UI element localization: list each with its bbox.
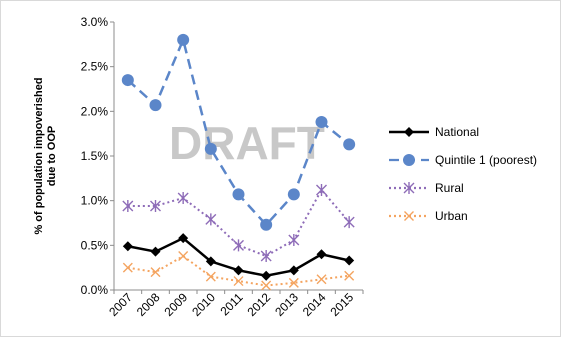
legend-label: National <box>435 125 479 139</box>
data-point <box>404 211 414 221</box>
data-point <box>232 188 245 201</box>
legend-item: Quintile 1 (poorest) <box>389 153 537 167</box>
x-tick-label: 2007 <box>106 290 135 319</box>
data-point <box>149 99 162 112</box>
data-point <box>288 277 299 288</box>
axes <box>110 21 364 294</box>
data-point <box>403 154 415 166</box>
data-point <box>261 270 272 281</box>
y-tick-label: 1.5% <box>81 149 109 163</box>
legend-label: Urban <box>435 209 468 223</box>
series-urban <box>122 251 355 291</box>
y-tick-label: 3.0% <box>81 15 109 29</box>
data-point <box>344 270 355 281</box>
x-tick-label: 2009 <box>162 290 191 319</box>
watermark: DRAFT <box>169 117 325 169</box>
data-point <box>177 33 190 46</box>
data-point <box>178 233 189 244</box>
data-point <box>261 280 272 291</box>
legend: National Quintile 1 (poorest) Rural Urban <box>389 125 537 223</box>
data-point <box>205 256 216 267</box>
data-point <box>177 191 189 204</box>
data-point <box>122 262 133 273</box>
y-axis-label-line: % of population impoverished <box>33 77 45 234</box>
x-tick-label: 2011 <box>217 290 245 318</box>
data-point <box>178 251 189 262</box>
series-line <box>127 254 350 287</box>
data-point <box>233 239 244 252</box>
data-point <box>122 241 133 252</box>
x-tick-label: 2013 <box>272 290 301 319</box>
legend-label: Quintile 1 (poorest) <box>435 153 537 167</box>
legend-item: Urban <box>389 209 468 223</box>
data-point <box>205 213 217 226</box>
x-tick-label: 2015 <box>328 290 357 319</box>
data-point <box>233 276 244 287</box>
legend-item: Rural <box>389 181 464 195</box>
y-tick-labels: 0.0% 0.5% 1.0% 1.5% 2.0% 2.5% 3.0% <box>81 15 109 297</box>
data-point <box>204 142 217 155</box>
data-point <box>404 127 414 137</box>
series-quintile-1-poorest <box>121 33 356 231</box>
legend-item: National <box>389 125 479 139</box>
data-point <box>287 188 300 201</box>
data-point <box>122 200 134 213</box>
series-group <box>121 33 356 291</box>
data-point <box>343 216 355 229</box>
x-tick-label: 2012 <box>245 290 274 319</box>
data-point <box>288 233 300 246</box>
series-national <box>122 233 355 281</box>
x-tick-label: 2010 <box>189 290 218 319</box>
data-point <box>343 138 356 151</box>
data-point <box>316 249 327 260</box>
legend-label: Rural <box>435 181 464 195</box>
y-tick-label: 0.5% <box>81 238 109 252</box>
y-tick-label: 0.0% <box>81 283 109 297</box>
y-axis-label-line: due to OOP <box>46 126 58 187</box>
data-point <box>205 271 216 282</box>
y-tick-label: 2.5% <box>81 60 109 74</box>
data-point <box>150 200 161 213</box>
data-point <box>288 265 299 276</box>
y-tick-label: 1.0% <box>81 194 109 208</box>
data-point <box>315 116 328 129</box>
series-rural <box>122 183 355 263</box>
x-tick-label: 2014 <box>300 290 329 319</box>
data-point <box>344 255 355 266</box>
y-axis-label: % of population impoverished due to OOP <box>33 77 58 234</box>
data-point <box>260 218 273 231</box>
data-point <box>121 74 134 87</box>
data-point <box>316 183 327 196</box>
data-point <box>316 274 327 285</box>
data-point <box>233 265 244 276</box>
x-tick-label: 2008 <box>134 290 163 319</box>
data-point <box>150 267 161 278</box>
y-tick-label: 2.0% <box>81 104 109 118</box>
data-point <box>260 250 272 263</box>
data-point <box>403 182 415 194</box>
data-point <box>150 246 161 257</box>
